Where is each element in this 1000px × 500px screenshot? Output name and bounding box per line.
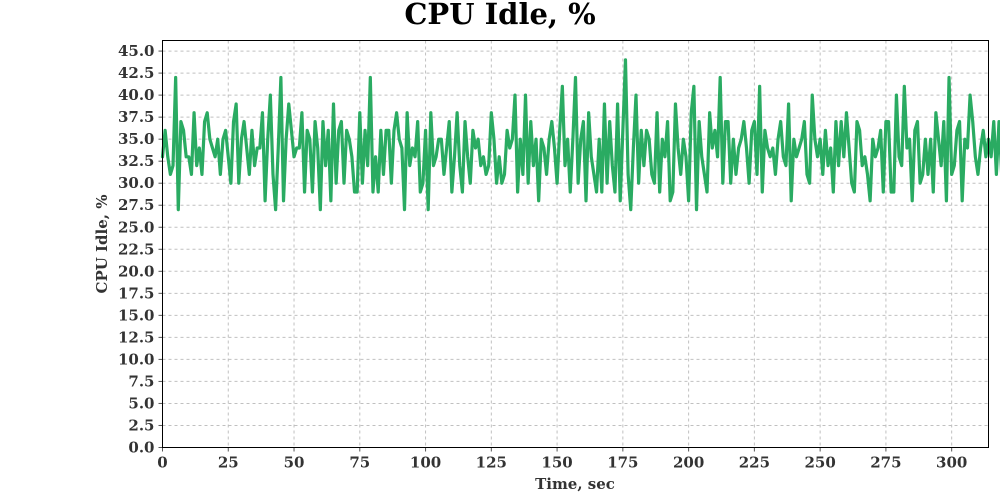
x-tick-label: 200 — [673, 454, 704, 472]
x-axis-label: Time, sec — [535, 475, 615, 493]
x-axis: 0 25 50 75 100 125 150 175 200 225 250 275 300 — [157, 447, 967, 472]
y-tick-label: 32.5 — [118, 152, 155, 170]
y-tick-label: 15.0 — [118, 306, 155, 324]
y-axis-label: CPU Idle, % — [93, 195, 111, 294]
chart-title: CPU Idle, % — [404, 0, 595, 31]
y-tick-label: 30.0 — [118, 174, 155, 192]
y-axis: 0.0 2.5 5.0 7.5 10.0 12.5 15.0 17.5 20.0 22.5 25.0… — [118, 42, 163, 457]
y-tick-label: 2.5 — [128, 416, 154, 434]
x-tick-label: 300 — [936, 454, 967, 472]
x-tick-label: 275 — [870, 454, 901, 472]
x-tick-label: 150 — [541, 454, 572, 472]
y-tick-label: 20.0 — [118, 262, 155, 280]
x-tick-label: 250 — [804, 454, 835, 472]
x-tick-label: 225 — [739, 454, 770, 472]
y-tick-label: 10.0 — [118, 350, 155, 368]
x-tick-label: 75 — [349, 454, 370, 472]
y-tick-label: 22.5 — [118, 240, 155, 258]
y-tick-label: 45.0 — [118, 42, 155, 60]
y-tick-label: 35.0 — [118, 130, 155, 148]
y-tick-label: 17.5 — [118, 284, 155, 302]
x-tick-label: 175 — [607, 454, 638, 472]
x-tick-label: 0 — [157, 454, 167, 472]
y-tick-label: 5.0 — [128, 394, 154, 412]
x-tick-label: 50 — [284, 454, 305, 472]
y-tick-label: 7.5 — [128, 372, 154, 390]
y-tick-label: 12.5 — [118, 328, 155, 346]
y-tick-label: 27.5 — [118, 196, 155, 214]
series-line — [160, 58, 1000, 212]
plot-frame — [162, 40, 989, 448]
y-tick-label: 37.5 — [118, 108, 155, 126]
y-tick-label: 42.5 — [118, 64, 155, 82]
y-tick-label: 40.0 — [118, 86, 155, 104]
x-tick-label: 125 — [476, 454, 507, 472]
y-tick-label: 25.0 — [118, 218, 155, 236]
x-tick-label: 25 — [218, 454, 239, 472]
x-tick-label: 100 — [410, 454, 441, 472]
y-tick-label: 0.0 — [128, 439, 154, 457]
